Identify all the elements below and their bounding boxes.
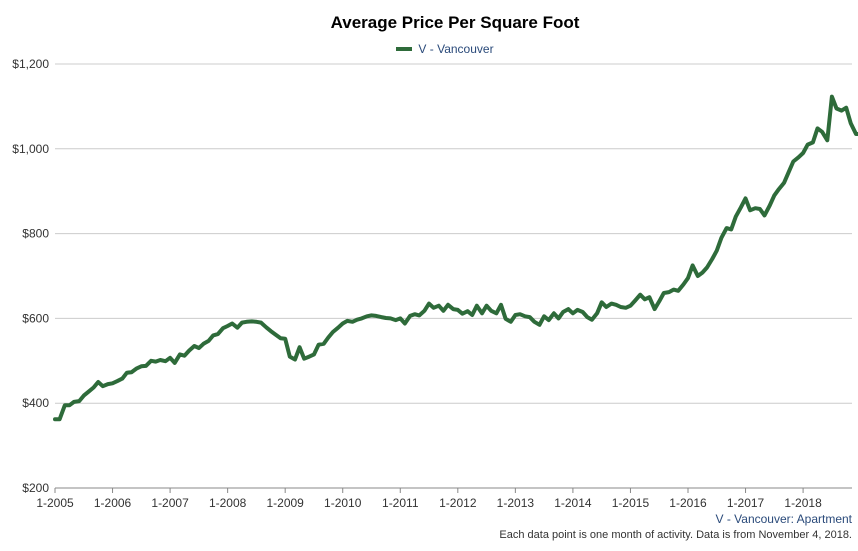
series-caption: V - Vancouver: Apartment xyxy=(715,512,852,526)
x-tick-label: 1-2011 xyxy=(382,496,419,510)
y-tick-label: $400 xyxy=(22,396,49,410)
y-tick-label: $200 xyxy=(22,481,49,495)
x-tick-label: 1-2008 xyxy=(209,496,247,510)
chart-title: Average Price Per Square Foot xyxy=(330,13,580,32)
series-line xyxy=(53,94,858,422)
gridlines xyxy=(55,63,852,489)
legend-swatch xyxy=(396,46,413,51)
x-axis: 1-2005 1-2006 1-2007 1-2008 1-2009 1-2010 1-20… xyxy=(36,488,822,510)
x-tick-label: 1-2016 xyxy=(669,496,707,510)
x-tick-label: 1-2007 xyxy=(151,496,189,510)
y-tick-label: $800 xyxy=(22,227,49,241)
x-tick-label: 1-2018 xyxy=(784,496,822,510)
y-tick-label: $1,000 xyxy=(12,142,49,156)
x-tick-label: 1-2014 xyxy=(554,496,592,510)
data-note: Each data point is one month of activity… xyxy=(499,529,852,541)
y-axis: $200 $400 $600 $800 $1,000 $1,200 xyxy=(12,57,49,495)
legend-label: V - Vancouver xyxy=(418,42,494,56)
y-tick-label: $1,200 xyxy=(12,57,49,71)
x-tick-label: 1-2017 xyxy=(727,496,765,510)
y-tick-label: $600 xyxy=(22,311,49,325)
chart-legend: V - Vancouver xyxy=(0,42,858,56)
x-tick-label: 1-2013 xyxy=(497,496,535,510)
x-tick-label: 1-2006 xyxy=(94,496,132,510)
x-tick-label: 1-2015 xyxy=(612,496,650,510)
x-tick-label: 1-2012 xyxy=(439,496,477,510)
x-tick-label: 1-2005 xyxy=(36,496,74,510)
x-tick-label: 1-2009 xyxy=(266,496,304,510)
x-tick-label: 1-2010 xyxy=(324,496,362,510)
series-lines xyxy=(53,94,858,422)
